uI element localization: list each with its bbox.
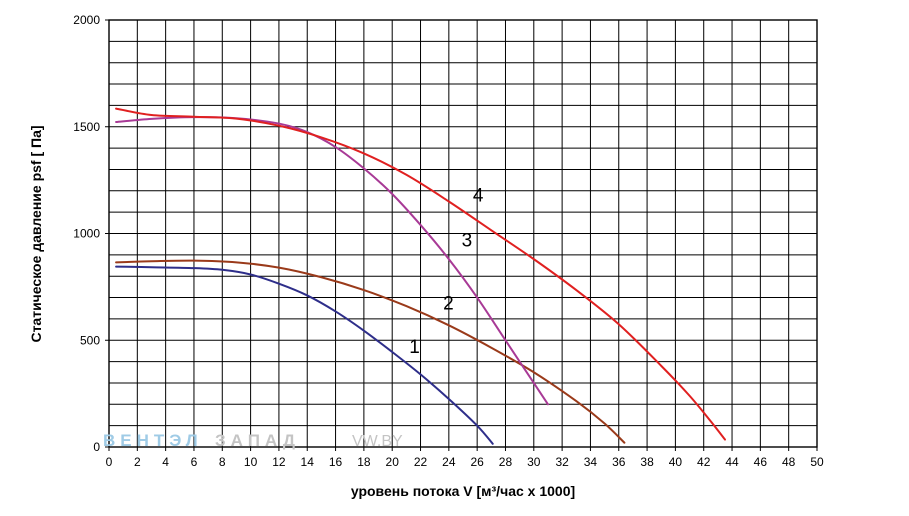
watermark-text-2: ЗАПАД <box>215 431 300 450</box>
x-axis-label: уровень потока V [м³/час x 1000] <box>351 483 575 499</box>
x-tick-label: 2 <box>134 455 141 469</box>
x-tick-label: 46 <box>754 455 768 469</box>
x-tick-label: 16 <box>329 455 343 469</box>
curve-label-4: 4 <box>473 185 484 206</box>
chart-grid <box>109 20 817 447</box>
x-tick-label: 6 <box>191 455 198 469</box>
y-tick-label: 500 <box>80 333 100 347</box>
curve-label-2: 2 <box>443 293 454 314</box>
y-axis-ticks: 0 500 1000 1500 2000 <box>73 13 109 454</box>
x-tick-label: 20 <box>386 455 400 469</box>
x-tick-label: 0 <box>106 455 113 469</box>
x-tick-label: 24 <box>442 455 456 469</box>
x-tick-label: 14 <box>301 455 315 469</box>
x-tick-label: 38 <box>640 455 654 469</box>
x-tick-label: 32 <box>555 455 569 469</box>
x-tick-label: 42 <box>697 455 711 469</box>
x-tick-label: 22 <box>414 455 428 469</box>
x-tick-label: 12 <box>272 455 286 469</box>
x-tick-label: 4 <box>162 455 169 469</box>
watermark: ВЕНТЭЛ ЗАПАД VW.BY <box>103 431 403 450</box>
y-axis-label: Статическое давление psf [ Па] <box>28 125 44 342</box>
x-tick-label: 44 <box>725 455 739 469</box>
x-tick-label: 40 <box>669 455 683 469</box>
x-tick-label: 36 <box>612 455 626 469</box>
curve-label-3: 3 <box>462 230 473 251</box>
y-tick-label: 2000 <box>73 13 100 27</box>
x-tick-label: 18 <box>357 455 371 469</box>
x-tick-label: 48 <box>782 455 796 469</box>
x-tick-label: 10 <box>244 455 258 469</box>
x-tick-label: 50 <box>810 455 824 469</box>
x-axis-ticks: 0 2 4 6 8 10 12 14 16 18 20 22 24 26 28 30 32 34 36 38 40 42 4… <box>106 447 824 469</box>
watermark-text-3: VW.BY <box>352 433 403 450</box>
x-tick-label: 34 <box>584 455 598 469</box>
curve-4 <box>115 107 726 441</box>
x-tick-label: 8 <box>219 455 226 469</box>
x-tick-label: 30 <box>527 455 541 469</box>
y-tick-label: 0 <box>93 440 100 454</box>
y-tick-label: 1500 <box>73 120 100 134</box>
y-tick-label: 1000 <box>73 227 100 241</box>
curve-2 <box>115 259 626 444</box>
x-tick-label: 28 <box>499 455 513 469</box>
chart-curves <box>115 107 726 445</box>
curve-labels: 1 2 3 4 <box>409 185 484 358</box>
curve-1 <box>115 265 494 445</box>
curve-label-1: 1 <box>409 337 420 358</box>
x-tick-label: 26 <box>470 455 484 469</box>
watermark-text-1: ВЕНТЭЛ <box>103 431 203 450</box>
